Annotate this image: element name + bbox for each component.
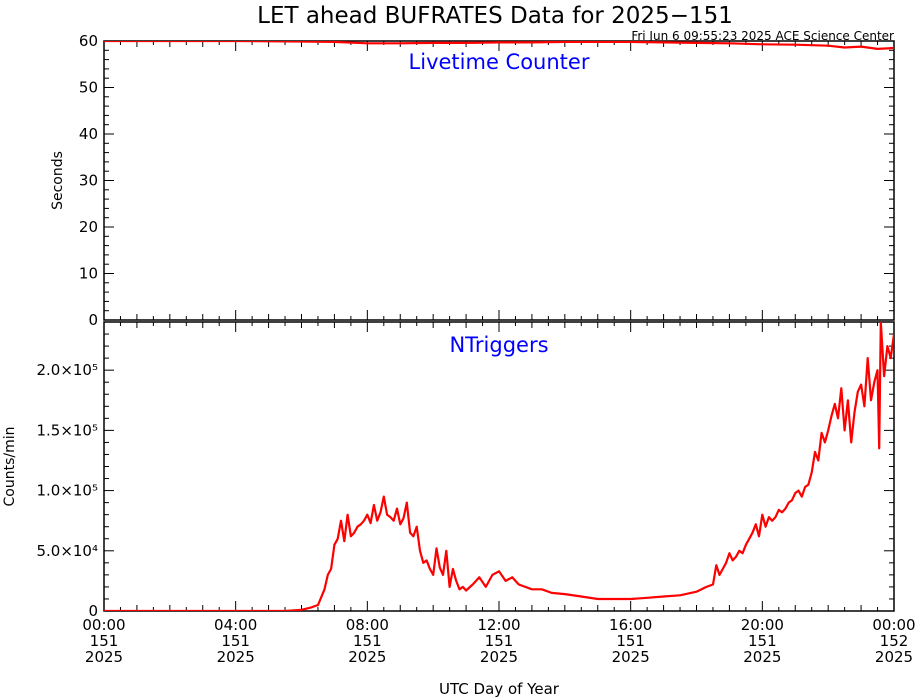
x-tick-label-year: 2025 [480, 648, 518, 666]
y-tick-label: 50 [79, 79, 98, 97]
series-line [104, 322, 894, 611]
x-tick-label-time: 12:00 [477, 616, 520, 634]
x-tick-label-time: 00:00 [82, 616, 125, 634]
y-tick-label: 2.0×10⁵ [36, 361, 98, 379]
x-tick-label-doy: 151 [616, 632, 645, 650]
x-tick-label-year: 2025 [743, 648, 781, 666]
x-tick-label-year: 2025 [875, 648, 913, 666]
y-tick-label: 30 [79, 172, 98, 190]
panel-1: 0 10 20 30 40 50 60 Seconds Livetime Counter [50, 32, 895, 329]
plot-frame [103, 321, 895, 612]
y-tick-label: 5.0×10⁴ [36, 542, 98, 560]
chart-title: LET ahead BUFRATES Data for 2025−151 [257, 3, 733, 29]
y-tick-label: 0 [88, 311, 98, 329]
y-tick-label: 60 [79, 32, 98, 50]
x-tick-label-doy: 152 [880, 632, 909, 650]
y-tick-label: 1.0×10⁵ [36, 482, 98, 500]
x-tick-label-time: 00:00 [872, 616, 915, 634]
x-axis-label: UTC Day of Year [439, 680, 560, 698]
x-tick-label-doy: 151 [221, 632, 250, 650]
y-tick-label: 1.5×10⁵ [36, 421, 98, 439]
x-tick-label-doy: 151 [485, 632, 514, 650]
x-tick-label-time: 08:00 [346, 616, 389, 634]
x-tick-label-doy: 151 [90, 632, 119, 650]
x-tick-label-time: 04:00 [214, 616, 257, 634]
x-tick-label-year: 2025 [348, 648, 386, 666]
x-tick-label-year: 2025 [217, 648, 255, 666]
panels: 0 10 20 30 40 50 60 Seconds Livetime Counter 0 5.0… [2, 32, 916, 666]
panel-label: NTriggers [449, 333, 548, 357]
y-tick-label: 10 [79, 265, 98, 283]
y-tick-label: 20 [79, 218, 98, 236]
y-axis-label: Counts/min [2, 427, 18, 507]
y-axis-label: Seconds [50, 151, 66, 210]
panel-2: 0 5.0×10⁴ 1.0×10⁵ 1.5×10⁵ 2.0×10⁵ Counts/min N… [2, 321, 895, 620]
x-tick-label-time: 20:00 [741, 616, 784, 634]
x-tick-label-year: 2025 [85, 648, 123, 666]
x-tick-label-time: 16:00 [609, 616, 652, 634]
panel-label: Livetime Counter [409, 50, 590, 74]
x-tick-label-doy: 151 [748, 632, 777, 650]
y-tick-label: 40 [79, 125, 98, 143]
x-tick-label-year: 2025 [612, 648, 650, 666]
x-tick-label-doy: 151 [353, 632, 382, 650]
timestamp: Fri Jun 6 09:55:23 2025 ACE Science Cent… [631, 29, 894, 43]
series-line [104, 41, 894, 51]
plot-frame [103, 40, 895, 321]
y-tick-label: 0 [88, 602, 98, 620]
